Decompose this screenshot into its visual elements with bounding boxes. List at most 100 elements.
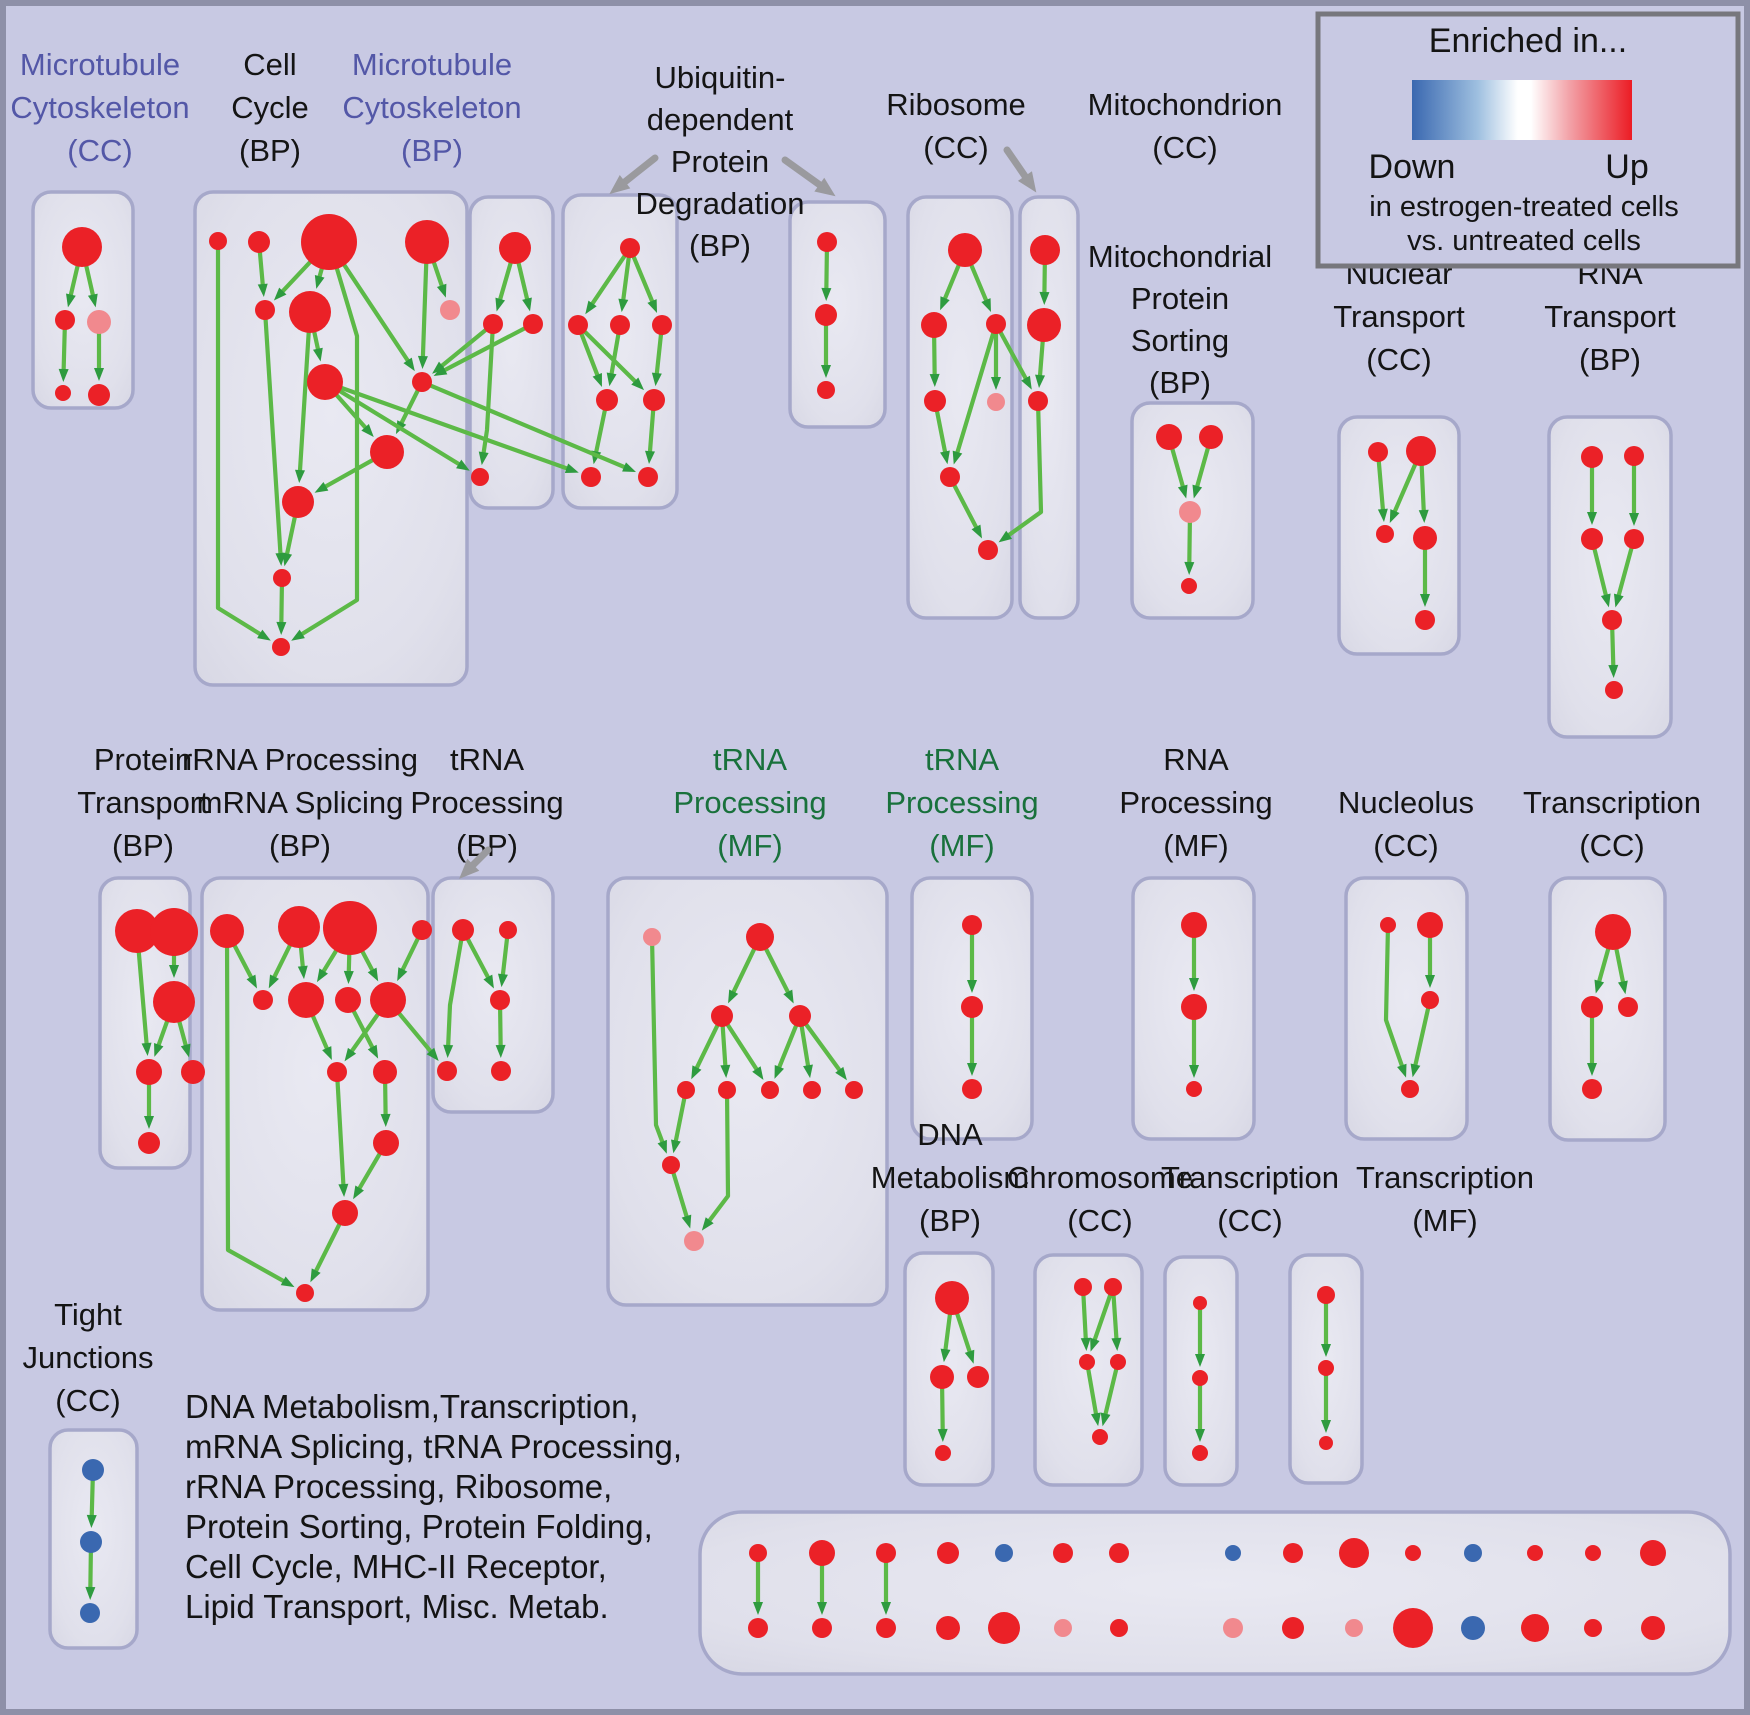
go-term-node-rrna-t3 [323, 901, 377, 955]
cross-edge-head [426, 1047, 439, 1062]
edge-head [380, 1113, 391, 1128]
go-term-node-cc-G [289, 291, 331, 333]
cluster-label-trnabp-line2: Processing [410, 785, 563, 820]
edge-head [497, 973, 508, 988]
edge-head [295, 469, 306, 484]
go-term-node-bbox-p3 [876, 1543, 896, 1563]
cluster-label-tj-line2: Junctions [23, 1340, 154, 1375]
cluster-box-ub1 [561, 193, 679, 510]
edge-head [1608, 664, 1619, 679]
edge-head [720, 1064, 731, 1079]
go-term-node-bbox-p1 [749, 1544, 767, 1562]
edge-head [671, 1139, 681, 1154]
go-term-node-mtcc-b [55, 310, 75, 330]
cluster-label-trnamf2-line3: (MF) [929, 828, 994, 863]
edge-head [276, 621, 287, 636]
go-term-node-mtcc-a [62, 227, 102, 267]
edge-head [282, 552, 293, 567]
go-term-node-bbox-p12 [1464, 1544, 1482, 1562]
cluster-label-prottr-line1: Protein [94, 742, 192, 777]
cluster-label-dnam-line3: (BP) [919, 1203, 981, 1238]
go-term-node-rrna-d1 [296, 1284, 314, 1302]
cluster-label-trnamf1-line2: Processing [673, 785, 826, 820]
legend-up-label: Up [1605, 148, 1648, 186]
edge-head [821, 365, 831, 378]
edge-head [495, 1044, 506, 1059]
cluster-label-ribo-line1: Ribosome [886, 87, 1026, 122]
edge-head [881, 1602, 891, 1615]
go-term-node-nuctr-tr [1406, 436, 1436, 466]
go-term-node-ribo-bt [978, 540, 998, 560]
edge-head [657, 1139, 667, 1154]
edge-head [257, 283, 268, 298]
go-term-node-bbox-q10 [1345, 1619, 1363, 1637]
cluster-label-mito-line2: (CC) [1152, 130, 1217, 165]
go-term-node-chrom-ml [1079, 1354, 1095, 1370]
go-term-node-trnabp-bl [437, 1061, 457, 1081]
edge-head [774, 1064, 785, 1079]
go-term-node-ribo-ml [921, 312, 947, 338]
legend: Enriched in... Down Up in estrogen-treat… [1315, 11, 1741, 269]
go-term-node-trcc2-b [1192, 1370, 1208, 1386]
go-term-node-rrna-b1 [327, 1062, 347, 1082]
edge-head [1613, 593, 1624, 608]
go-term-node-trmf-c [1319, 1436, 1333, 1450]
go-term-node-cc-J [370, 435, 404, 469]
edge-head [752, 1066, 764, 1080]
cluster-label-trcc1-line1: Transcription [1523, 785, 1701, 820]
label-pointer-arrow-4 [468, 846, 492, 870]
edge-head [66, 293, 76, 308]
go-term-node-bbox-q12 [1461, 1616, 1485, 1640]
go-term-node-mtcc-d [55, 385, 71, 401]
edge-head [1195, 1429, 1205, 1442]
go-term-node-cc-N [272, 638, 290, 656]
go-term-node-bbox-q2 [812, 1618, 832, 1638]
go-term-node-bbox-q4 [936, 1616, 960, 1640]
cluster-box-nuctr [1337, 415, 1461, 656]
go-term-node-bbox-q7 [1110, 1619, 1128, 1637]
edge-head [1090, 1412, 1101, 1427]
go-term-node-rrna-m1 [253, 990, 273, 1010]
edge-head [1425, 975, 1435, 988]
edge-head [86, 1514, 97, 1529]
go-term-node-mitosort-bt [1181, 578, 1197, 594]
go-term-node-rnatr-tl [1581, 446, 1603, 468]
edge [1383, 922, 1405, 1070]
go-term-node-mito-m [1027, 308, 1061, 342]
go-term-node-trnamf1-pb [684, 1231, 704, 1251]
edge-head [1600, 593, 1611, 608]
edge-head [967, 1063, 977, 1076]
go-term-node-trcc2-c [1192, 1445, 1208, 1461]
cluster-label-trmf-line2: (MF) [1412, 1203, 1477, 1238]
cluster-label-chrom-line2: (CC) [1067, 1203, 1132, 1238]
go-term-node-ub1-b2 [638, 467, 658, 487]
label-pointer-arrow-4-head [459, 858, 480, 879]
go-term-node-bbox-p7 [1109, 1543, 1129, 1563]
go-term-node-cc-F [255, 300, 275, 320]
edge-head [1418, 509, 1429, 524]
go-term-node-bbox-q1 [748, 1618, 768, 1638]
edge-head [367, 1044, 379, 1059]
edge [224, 928, 288, 1284]
go-term-node-mitosort-tr [1199, 425, 1223, 449]
go-term-node-rnamf-c [1186, 1081, 1202, 1097]
cluster-label-mtbp-line1: Microtubule [352, 47, 512, 82]
edge [297, 309, 313, 475]
go-term-node-bbox-q9 [1282, 1617, 1304, 1639]
go-term-node-cc-L [282, 486, 314, 518]
edge-head [367, 967, 379, 982]
cross-edge [322, 379, 571, 472]
go-term-node-nuctr-mr [1413, 526, 1437, 550]
go-term-node-nuctr-bt [1415, 610, 1435, 630]
cluster-label-trnabp-line3: (BP) [456, 828, 518, 863]
edge-head [645, 450, 656, 465]
edge-head [651, 372, 662, 387]
cross-edge [419, 379, 628, 470]
go-term-node-trmf-a [1317, 1286, 1335, 1304]
go-term-node-mito-t [1030, 235, 1060, 265]
edge-head [835, 1066, 847, 1081]
uncircled-clusters-text-line3: rRNA Processing, Ribosome, [185, 1468, 612, 1505]
edge [954, 321, 999, 457]
edge-head [592, 373, 602, 387]
edge-head [585, 300, 597, 315]
